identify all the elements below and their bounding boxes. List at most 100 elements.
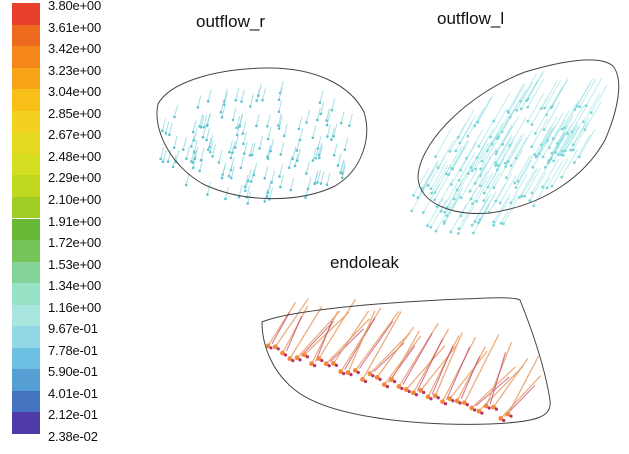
vector-head — [514, 156, 518, 160]
velocity-vector — [470, 139, 488, 168]
velocity-vector — [495, 134, 513, 163]
vector-head — [193, 157, 197, 161]
velocity-vector — [457, 205, 475, 234]
velocity-vector — [477, 93, 495, 123]
vector-head — [430, 191, 434, 195]
vector-head — [343, 148, 347, 151]
velocity-vector — [436, 178, 454, 207]
vector-head — [393, 379, 397, 384]
velocity-vector — [283, 123, 288, 137]
vector-head — [301, 352, 307, 358]
vector-head — [316, 181, 319, 184]
vector-head — [235, 133, 239, 137]
vector-head — [457, 227, 461, 231]
colorbar-swatch — [12, 390, 40, 413]
velocity-vector — [460, 356, 480, 400]
colorbar-tick-label: 2.38e-02 — [48, 429, 98, 444]
vector-head — [509, 164, 513, 167]
vector-head — [532, 204, 536, 208]
velocity-vector — [344, 137, 349, 150]
velocity-vector — [405, 345, 446, 390]
velocity-vector — [479, 157, 497, 186]
vector-head — [242, 142, 245, 146]
vector-head — [469, 166, 473, 169]
velocity-vector — [281, 305, 309, 354]
velocity-vector — [480, 140, 498, 170]
vector-head — [181, 148, 185, 151]
velocity-vector — [590, 84, 608, 114]
vector-head — [255, 99, 258, 102]
colorbar-swatch — [12, 110, 40, 133]
velocity-vector — [500, 375, 542, 419]
velocity-vector — [348, 113, 353, 126]
vector-head — [517, 195, 521, 199]
velocity-vector — [460, 141, 478, 171]
velocity-vector — [467, 108, 485, 137]
vector-head — [297, 127, 301, 131]
velocity-vector — [165, 121, 170, 134]
vector-head — [202, 125, 206, 129]
velocity-vector — [478, 365, 524, 412]
colorbar-swatch — [12, 153, 40, 176]
vector-head — [443, 402, 448, 406]
vector-head — [217, 161, 221, 164]
velocity-vector — [271, 312, 290, 345]
velocity-vector — [278, 116, 283, 129]
velocity-vector — [340, 111, 345, 124]
velocity-vector — [280, 142, 285, 155]
velocity-vector — [542, 128, 560, 158]
velocity-vector — [340, 160, 345, 173]
vector-head — [348, 124, 351, 127]
velocity-vector — [240, 155, 245, 169]
velocity-vector — [471, 142, 489, 171]
velocity-vector — [246, 185, 251, 198]
velocity-vector — [267, 180, 272, 193]
velocity-vector — [223, 89, 228, 102]
vector-head — [231, 118, 235, 122]
velocity-vector — [190, 134, 195, 147]
velocity-vector — [481, 133, 499, 162]
vector-head — [269, 346, 273, 350]
velocity-vector — [527, 78, 545, 108]
colorbar-swatch — [12, 261, 40, 284]
vector-head — [542, 128, 546, 132]
velocity-vector — [427, 197, 444, 226]
colorbar-swatch — [12, 89, 40, 111]
vector-head — [295, 149, 299, 152]
vector-head — [466, 172, 470, 176]
vector-head — [276, 347, 280, 351]
velocity-vector — [434, 164, 452, 193]
vector-head — [530, 145, 534, 149]
vector-head — [396, 384, 402, 389]
velocity-vector — [517, 153, 535, 182]
velocity-vector — [255, 113, 260, 127]
vector-head — [465, 403, 469, 407]
velocity-vector — [209, 135, 214, 148]
vector-head — [294, 355, 300, 361]
vector-head — [224, 197, 227, 201]
velocity-vector — [540, 116, 558, 146]
vector-head — [530, 191, 534, 195]
velocity-vector — [234, 135, 239, 148]
velocity-vector — [443, 193, 461, 223]
vector-head — [336, 164, 340, 167]
vector-head — [279, 185, 282, 189]
vector-head — [173, 115, 176, 119]
velocity-vector — [160, 146, 165, 160]
velocity-vector — [236, 115, 241, 128]
velocity-vector — [250, 169, 255, 182]
velocity-vector — [238, 184, 243, 198]
vector-head — [571, 148, 575, 152]
colorbar-tick-label: 2.48e+00 — [48, 148, 101, 164]
vector-head — [501, 142, 505, 146]
colorbar-swatch — [12, 304, 40, 327]
velocity-vector — [473, 204, 490, 234]
velocity-vector — [341, 165, 346, 178]
velocity-vector — [231, 140, 236, 153]
vector-head — [550, 184, 554, 188]
vector-head — [414, 393, 419, 397]
vector-head — [172, 146, 176, 150]
vector-head — [246, 202, 250, 205]
velocity-vector — [508, 84, 526, 114]
